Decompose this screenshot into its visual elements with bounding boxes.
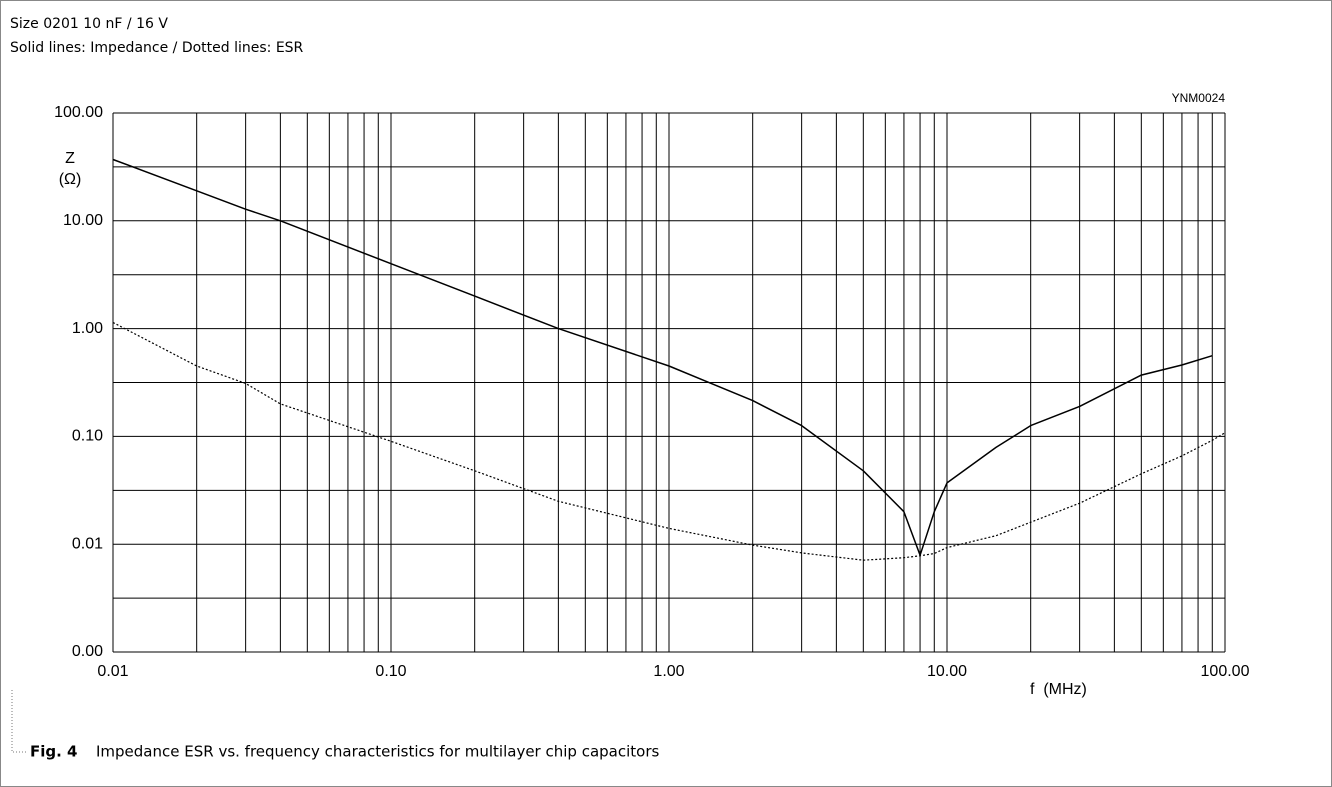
y-tick-label: 100.00 bbox=[54, 104, 103, 121]
x-tick-label: 0.01 bbox=[97, 663, 128, 680]
chart-subtitle: Solid lines: Impedance / Dotted lines: E… bbox=[10, 40, 304, 56]
series-line bbox=[112, 158, 1213, 556]
caption-label: Fig. 4 bbox=[30, 743, 77, 761]
x-tick-label: 10.00 bbox=[927, 663, 967, 680]
y-tick-label: 10.00 bbox=[63, 212, 103, 229]
x-axis-label: f (MHz) bbox=[1030, 681, 1087, 698]
y-axis-label: Z bbox=[65, 150, 75, 167]
series-line bbox=[112, 321, 1226, 561]
y-tick-label: 1.00 bbox=[72, 320, 103, 337]
x-tick-label: 100.00 bbox=[1201, 663, 1250, 680]
caption-bracket bbox=[11, 690, 28, 753]
y-axis-unit: (Ω) bbox=[59, 171, 82, 188]
figure-code: YNM0024 bbox=[1172, 91, 1226, 105]
y-tick-label: 0.01 bbox=[72, 535, 103, 552]
x-tick-label: 0.10 bbox=[375, 663, 406, 680]
x-tick-label: 1.00 bbox=[653, 663, 684, 680]
y-tick-label: 0.00 bbox=[72, 643, 103, 660]
caption: Impedance ESR vs. frequency characterist… bbox=[96, 743, 659, 761]
y-tick-label: 0.10 bbox=[72, 428, 103, 445]
chart-title: Size 0201 10 nF / 16 V bbox=[10, 16, 168, 32]
